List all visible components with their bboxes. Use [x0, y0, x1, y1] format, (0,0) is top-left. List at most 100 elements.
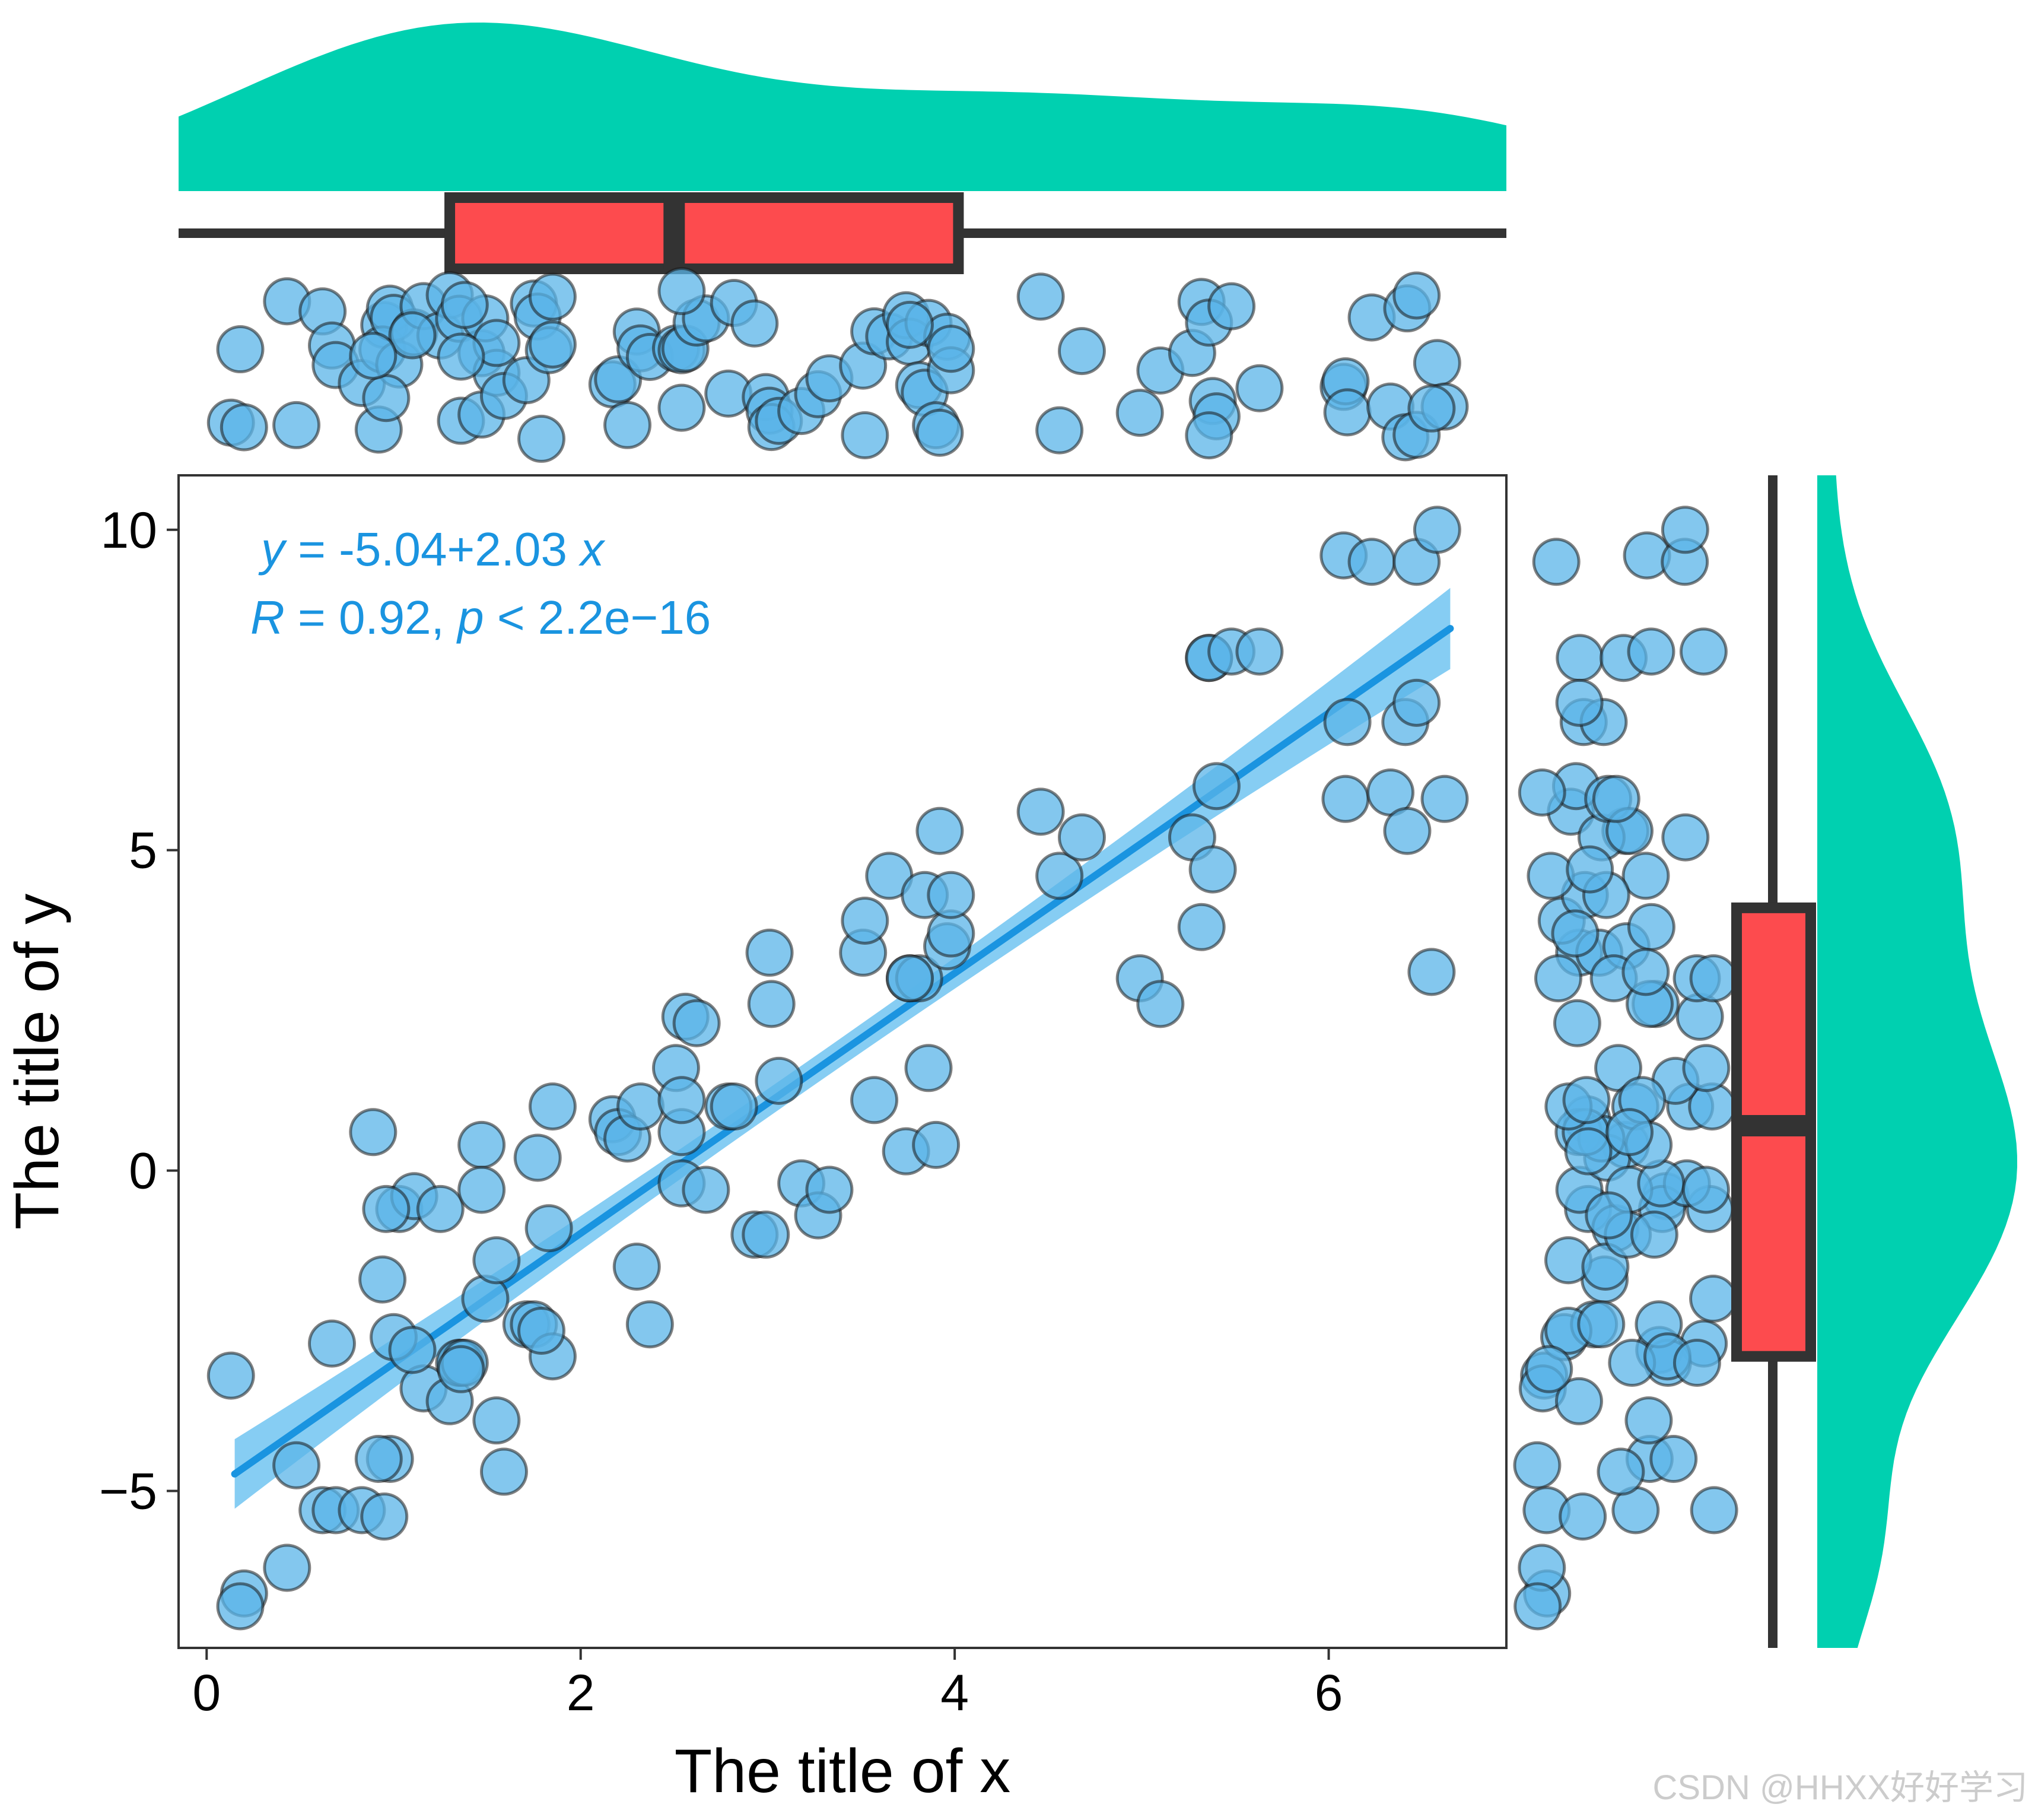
y-jitter-point — [1553, 999, 1601, 1047]
scatter-point — [472, 1396, 521, 1445]
x-jitter-point — [220, 403, 268, 452]
y-jitter-point — [1577, 1300, 1626, 1349]
x-jitter-point — [841, 411, 889, 460]
r-value: = 0.92, — [285, 591, 457, 644]
scatter-point — [528, 1082, 577, 1131]
y-jitter-point — [1681, 1165, 1730, 1214]
scatter-point — [388, 1326, 437, 1374]
scatter-point — [513, 1133, 562, 1182]
x-jitter-point — [517, 414, 566, 463]
scatter-point — [206, 1351, 255, 1400]
y-jitter-point — [1649, 1434, 1698, 1483]
scatter-point — [710, 1082, 758, 1131]
scatter-point — [360, 1492, 409, 1541]
scatter-points — [206, 506, 1469, 1631]
scatter-point — [472, 1236, 521, 1285]
watermark: CSDN @HHXX好好学习 — [1653, 1768, 2028, 1807]
scatter-point — [1192, 762, 1241, 811]
y-jitter-point — [1679, 627, 1728, 676]
scatter-point — [915, 806, 964, 855]
scatter-point — [1321, 774, 1370, 823]
x-jitter-points — [206, 267, 1469, 463]
plot-frame — [177, 474, 1508, 1649]
scatter-point — [517, 1307, 566, 1355]
scatter-point — [263, 1543, 311, 1592]
y-jitter-point — [1555, 678, 1604, 727]
scatter-point — [657, 1076, 706, 1125]
scatter-point — [1392, 678, 1441, 727]
scatter-point — [479, 1447, 528, 1496]
y-jitter-point — [1559, 1492, 1607, 1541]
scatter-point — [216, 1582, 265, 1631]
scatter-point — [616, 1082, 665, 1131]
y-jitter-point — [1513, 1441, 1562, 1489]
y-jitter-point — [1690, 1486, 1738, 1535]
y-jitter-points — [1513, 506, 1738, 1631]
x-jitter-point — [1235, 364, 1284, 412]
y-jitter-point — [1551, 909, 1600, 958]
y-jitter-point — [1661, 506, 1709, 554]
y-axis-title: The title of y — [3, 894, 72, 1230]
y-jitter-point — [1527, 852, 1575, 900]
y-jitter-point — [1627, 903, 1675, 951]
y-jitter-point — [1682, 1044, 1731, 1092]
x-jitter-point — [1016, 272, 1065, 321]
scatter-point — [362, 1184, 411, 1233]
x-jitter-point — [1413, 339, 1461, 387]
x-tick-label: 4 — [940, 1665, 969, 1721]
scatter-point — [755, 1056, 803, 1105]
y-jitter-point — [1605, 1108, 1654, 1157]
x-jitter-point — [1185, 411, 1233, 460]
y-jitter-point — [1630, 1211, 1678, 1259]
scatter-point — [1407, 948, 1456, 996]
x-axis-title: The title of x — [675, 1737, 1010, 1806]
x-jitter-point — [1407, 384, 1456, 433]
scatter-point — [349, 1108, 398, 1157]
scatter-point — [1323, 698, 1372, 747]
scatter-point — [672, 999, 721, 1047]
x-jitter-point — [657, 383, 706, 432]
y-jitter-point — [1624, 1396, 1673, 1445]
scatter-point — [524, 1204, 573, 1253]
x-density-curve — [179, 23, 1506, 191]
y-jitter-point — [1621, 948, 1670, 996]
y-jitter-point — [1672, 1338, 1721, 1387]
scatter-point — [272, 1441, 321, 1489]
p-label: p — [456, 591, 484, 644]
y-jitter-point — [1525, 1345, 1573, 1393]
y-jitter-point — [1585, 1191, 1633, 1240]
scatter-point — [1235, 627, 1284, 676]
scatter-point — [457, 1120, 506, 1169]
x-jitter-point — [528, 272, 577, 321]
x-jitter-point — [730, 299, 779, 348]
scatter-point — [625, 1300, 674, 1349]
x-tick-label: 2 — [567, 1665, 595, 1721]
x-jitter-point — [440, 281, 489, 329]
y-jitter-point — [1534, 954, 1582, 1003]
scatter-point — [747, 980, 796, 1028]
y-jitter-point — [1564, 1127, 1613, 1176]
x-jitter-point — [362, 374, 411, 423]
x-tick-label: 6 — [1315, 1665, 1343, 1721]
y-jitter-point — [1518, 768, 1566, 817]
scatter-point — [1420, 774, 1469, 823]
x-axis: 0 2 4 6 — [192, 1648, 1343, 1721]
x-box-body — [444, 192, 964, 274]
p-value: < 2.2e−16 — [484, 591, 711, 644]
y-jitter-point — [1597, 1447, 1645, 1496]
y-axis: −5 0 5 10 — [99, 502, 179, 1520]
y-jitter-point — [1562, 1076, 1611, 1125]
scatter-point — [850, 1076, 899, 1125]
scatter-point — [612, 1243, 661, 1291]
scatter-point — [885, 954, 934, 1003]
scatter-point — [682, 1165, 730, 1214]
y-boxplot — [1731, 475, 1816, 1648]
scatter-point — [745, 928, 794, 977]
eq-coefficients: = -5.04+2.03 — [285, 523, 580, 576]
x-jitter-point — [657, 267, 706, 316]
scatter-point — [1177, 903, 1226, 951]
scatter-point — [927, 871, 975, 919]
scatter-point — [416, 1184, 465, 1233]
scatter-point — [805, 1165, 854, 1214]
